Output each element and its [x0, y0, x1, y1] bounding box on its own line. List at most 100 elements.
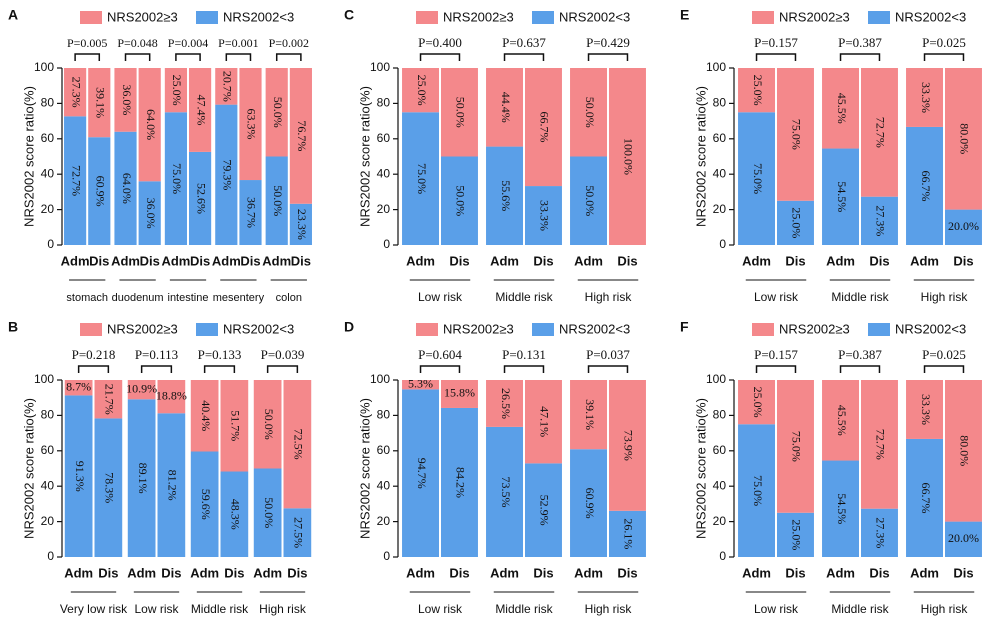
group-label: mesentery: [213, 292, 265, 304]
group-label: Low risk: [418, 290, 463, 304]
group-label: intestine: [168, 292, 209, 304]
x-tick-label: Adm: [826, 253, 855, 268]
value-label: 81.2%: [166, 470, 180, 501]
y-tick-label: 100: [370, 372, 390, 386]
bracket: [124, 53, 151, 61]
bar-segment: [215, 68, 238, 105]
value-label: 73.5%: [499, 476, 513, 507]
bracket: [275, 53, 302, 61]
x-tick-label: Adm: [406, 253, 435, 268]
bracket: [839, 365, 881, 373]
x-tick-label: Dis: [449, 253, 469, 268]
y-tick-label: 80: [377, 408, 391, 422]
value-label: 25.0%: [790, 207, 804, 238]
p-value: P=0.429: [586, 35, 630, 50]
bar-segment: [906, 68, 943, 127]
bracket: [503, 365, 545, 373]
panel: D NRS2002≥3 NRS2002<3 NRS2002 score ratio(%…: [344, 319, 646, 616]
legend-label: NRS2002≥3: [443, 9, 514, 24]
x-tick-label: Adm: [64, 565, 93, 580]
bar-segment: [486, 426, 523, 557]
y-tick-label: 60: [713, 131, 727, 145]
bracket: [203, 365, 236, 373]
bar-segment: [861, 196, 898, 245]
p-value: P=0.025: [922, 35, 966, 50]
bar-segment: [906, 438, 943, 557]
bar-segment: [402, 112, 439, 245]
value-label: 27.5%: [292, 517, 306, 548]
legend-swatch: [416, 11, 438, 24]
legend-swatch: [196, 11, 218, 24]
value-label: 18.8%: [156, 388, 187, 402]
group-label: High risk: [921, 290, 969, 304]
x-tick-label: Adm: [574, 253, 603, 268]
legend-label: NRS2002≥3: [443, 321, 514, 336]
value-label: 20.0%: [948, 531, 979, 545]
y-tick-label: 0: [47, 237, 54, 251]
value-label: 75.0%: [170, 163, 184, 194]
y-tick-label: 40: [713, 166, 727, 180]
value-label: 33.3%: [919, 394, 933, 425]
value-label: 52.6%: [194, 183, 208, 214]
y-tick-label: 40: [377, 478, 391, 492]
value-label: 91.3%: [73, 461, 87, 492]
bar-segment: [441, 68, 478, 157]
bar-segment: [861, 508, 898, 557]
bar-segment: [441, 407, 478, 557]
value-label: 45.5%: [835, 405, 849, 436]
group-label: Low risk: [754, 290, 799, 304]
group-label: Middle risk: [495, 602, 553, 616]
x-tick-label: Dis: [533, 253, 553, 268]
x-tick-label: Adm: [826, 565, 855, 580]
y-axis-label: NRS2002 score ratio(%): [21, 398, 36, 539]
bar-segment: [738, 380, 775, 425]
bar-segment: [189, 68, 212, 152]
p-value: P=0.157: [754, 347, 798, 362]
group-label: Low risk: [134, 602, 179, 616]
bracket: [755, 53, 797, 61]
y-axis-label: NRS2002 score ratio(%): [357, 398, 372, 539]
bar-segment: [190, 380, 219, 452]
bracket: [503, 53, 545, 61]
bar-segment: [157, 413, 186, 557]
x-tick-label: Dis: [617, 565, 637, 580]
group-label: High risk: [585, 290, 633, 304]
bar-segment: [777, 380, 814, 513]
bar-segment: [441, 380, 478, 408]
panel: B NRS2002≥3 NRS2002<3 NRS2002 score ratio(%…: [8, 319, 312, 616]
bar-segment: [861, 68, 898, 197]
y-axis-label: NRS2002 score ratio(%): [693, 398, 708, 539]
bar-segment: [289, 203, 312, 245]
x-tick-label: Adm: [910, 565, 939, 580]
p-value: P=0.400: [418, 35, 462, 50]
value-label: 100.0%: [622, 138, 636, 175]
bar-segment: [525, 186, 562, 245]
p-value: P=0.218: [72, 347, 116, 362]
bar-segment: [525, 68, 562, 187]
value-label: 45.5%: [835, 93, 849, 124]
legend-label: NRS2002≥3: [107, 321, 178, 336]
bar-segment: [777, 512, 814, 557]
group-label: Middle risk: [831, 290, 889, 304]
x-tick-label: Adm: [111, 253, 140, 268]
bar-segment: [570, 156, 607, 245]
group-label: Middle risk: [495, 290, 553, 304]
bar-segment: [265, 68, 288, 157]
value-label: 76.7%: [295, 120, 309, 151]
group-label: Very low risk: [60, 602, 128, 616]
bracket: [755, 365, 797, 373]
bar-segment: [189, 151, 212, 245]
x-tick-label: Adm: [212, 253, 241, 268]
y-tick-label: 60: [41, 131, 55, 145]
value-label: 66.7%: [919, 482, 933, 513]
p-value: P=0.004: [168, 36, 208, 50]
bar-segment: [945, 209, 982, 245]
bar-segment: [88, 137, 111, 245]
y-tick-label: 80: [41, 96, 55, 110]
legend-label: NRS2002<3: [223, 9, 294, 24]
bar-segment: [283, 508, 312, 557]
y-axis-label: NRS2002 score ratio(%): [357, 86, 372, 227]
bar-segment: [486, 68, 523, 147]
bar-segment: [114, 131, 137, 245]
bar-segment: [441, 156, 478, 245]
